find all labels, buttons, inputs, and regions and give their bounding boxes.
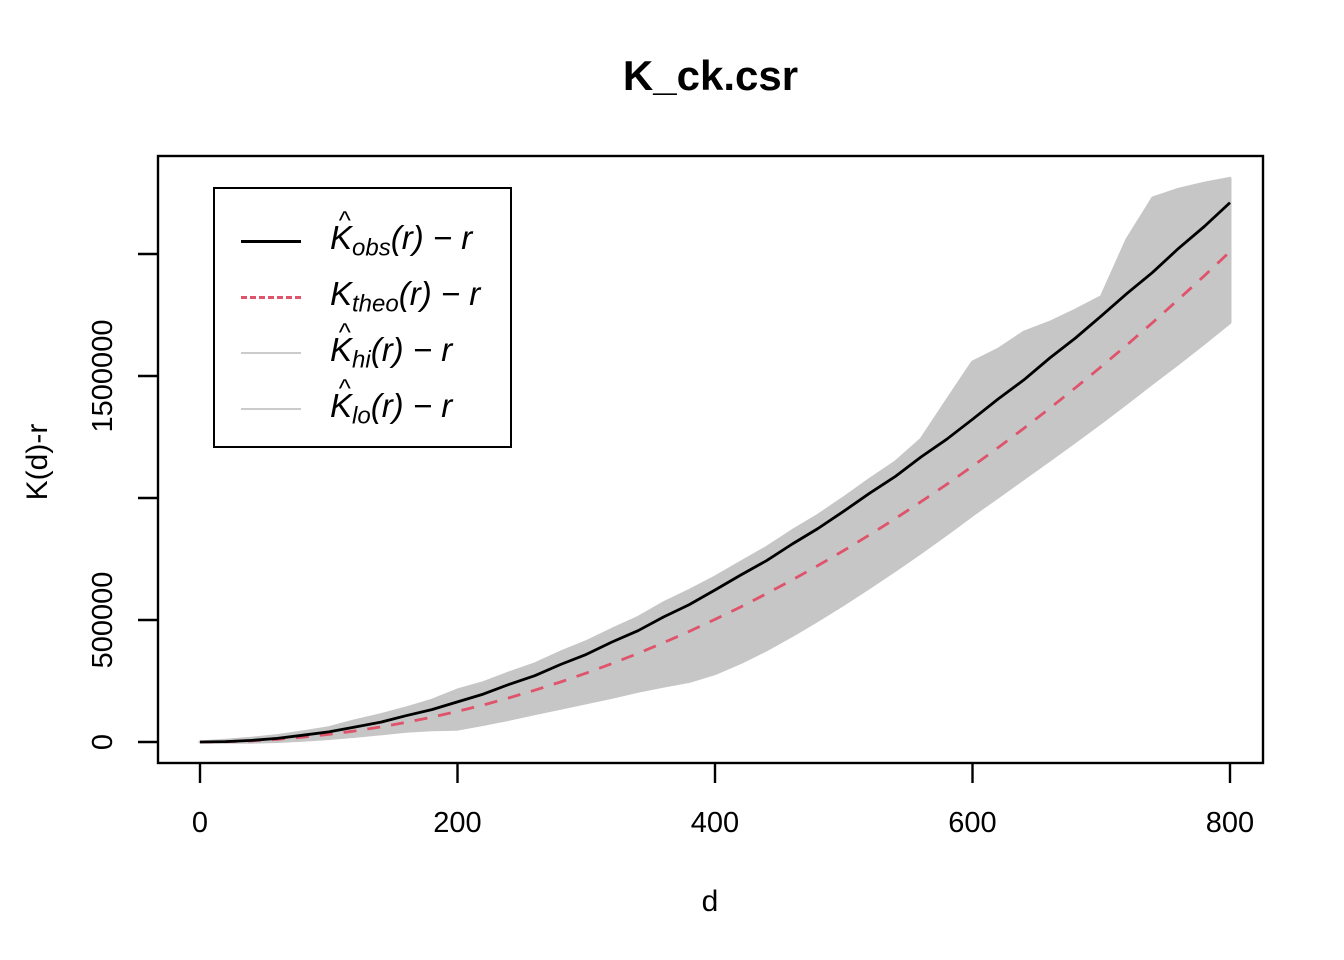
legend-line-sample-obs bbox=[241, 239, 301, 243]
y-tick-label: 500000 bbox=[87, 572, 119, 669]
y-tick-label: 1500000 bbox=[87, 320, 119, 433]
legend-item-theo: ^Ktheo(r) − r bbox=[215, 269, 510, 325]
y-axis-label: K(d)-r bbox=[21, 424, 54, 501]
legend-label-lo: ^ Klo(r) − r bbox=[330, 375, 453, 430]
plot-box bbox=[156, 154, 1265, 765]
legend-item-lo: ^ Klo(r) − r bbox=[215, 375, 510, 437]
x-tick-label: 600 bbox=[948, 807, 996, 839]
hat-accent: ^ bbox=[338, 375, 351, 404]
legend-item-obs: ^ Kobs(r) − r bbox=[215, 207, 510, 269]
observed-line bbox=[199, 201, 1231, 744]
x-tick-label: 400 bbox=[691, 807, 739, 839]
x-tick-label: 800 bbox=[1206, 807, 1254, 839]
hat-accent: ^ bbox=[338, 207, 351, 236]
envelope-band bbox=[198, 176, 1232, 744]
legend-line-sample-lo bbox=[241, 408, 301, 410]
y-axis-ticks: 0 500000 1500000 bbox=[87, 252, 158, 750]
x-tick-label: 200 bbox=[433, 807, 481, 839]
hat-accent: ^ bbox=[338, 319, 351, 348]
y-tick-label: 0 bbox=[87, 734, 119, 750]
legend-label-obs: ^ Kobs(r) − r bbox=[330, 207, 473, 262]
legend-label-hi: ^ Khi(r) − r bbox=[330, 319, 453, 374]
legend-label-theo: ^Ktheo(r) − r bbox=[330, 275, 481, 318]
plot-title: K_ck.csr bbox=[622, 52, 799, 99]
legend-line-sample-hi bbox=[241, 352, 301, 354]
x-axis-ticks: 0 200 400 600 800 bbox=[192, 763, 1254, 839]
x-axis-label: d bbox=[702, 885, 719, 918]
theoretical-line bbox=[199, 250, 1231, 744]
x-tick-label: 0 bbox=[192, 807, 208, 839]
legend-box: ^Kobs(r) − r ^Ktheo(r) − r ^Khi(r) − r ^… bbox=[213, 187, 512, 448]
legend-line-sample-theo bbox=[241, 295, 301, 299]
legend-item-hi: ^ Khi(r) − r bbox=[215, 319, 510, 381]
